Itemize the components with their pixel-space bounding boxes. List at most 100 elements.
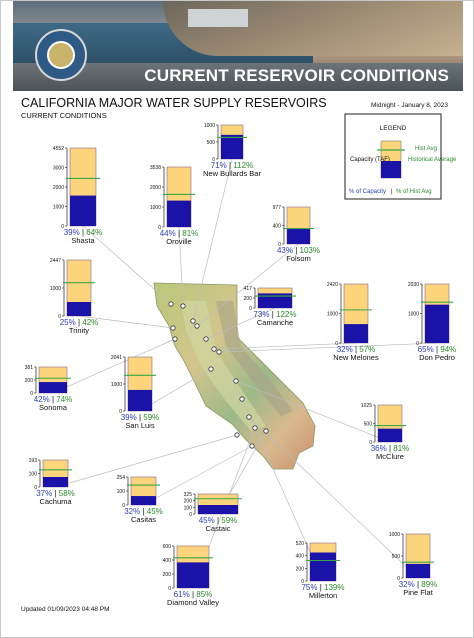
tick-label-don-pedro-0: 2030 [408,282,419,288]
storage-bar-mcclure [378,428,402,442]
storage-bar-casitas [131,496,156,505]
page-title: CALIFORNIA MAJOR WATER SUPPLY RESERVOIRS [21,96,327,110]
tick-label-castaic-2: 100 [184,505,193,511]
pct-separator-millerton: | [318,583,325,592]
map-marker-oroville [180,303,186,309]
pct-hist-avg-folsom: 103% [300,246,320,255]
storage-bar-diamond-valley [177,562,209,588]
tick-label-millerton-1: 400 [296,554,305,560]
pct-hist-avg-trinity: 42% [82,318,98,327]
pct-capacity-shasta: 39% [64,228,80,237]
legend-capacity: Capacity (TAF) [350,157,390,163]
tick-label-new-bullards-bar-0: 1000 [204,123,215,129]
percent-labels-mcclure: 36% | 81% [371,444,410,453]
reservoir-name-millerton: Millerton [309,591,337,600]
pct-separator-mcclure: | [387,444,394,453]
pct-hist-avg-mcclure: 81% [393,444,409,453]
reservoir-chart-new-melones: 2420 1000 032% | 57%New Melones [327,282,379,362]
reservoir-name-san-luis: San Luis [125,421,154,430]
map-marker-folsom [194,323,200,329]
leader-line-shasta [82,225,172,305]
reservoir-name-castaic: Castaic [205,524,230,533]
storage-bar-folsom [287,228,310,244]
tick-label-folsom-0: 977 [273,205,282,211]
map-marker-castaic [263,428,269,434]
tick-label-new-melones-2: 0 [335,341,338,347]
tick-label-trinity-2: 0 [58,314,61,320]
map-marker-diamond-valley [252,425,258,431]
tick-label-san-luis-0: 2041 [111,355,122,361]
tick-label-sonoma-1: 200 [25,378,34,384]
leader-line-new-melones [213,342,357,350]
pct-capacity-casitas: 32% [124,507,140,516]
percent-labels-new-melones: 32% | 57% [337,345,376,354]
map-marker-san-luis [208,366,214,372]
percent-labels-pine-flat: 32% | 89% [399,580,438,589]
storage-bar-oroville [167,200,191,227]
reservoir-chart-san-luis: 2041 1000 039% | 59%San Luis [111,355,159,430]
pct-separator-new-melones: | [353,345,360,354]
leader-line-folsom [196,243,299,327]
pct-capacity-diamond-valley: 61% [174,590,190,599]
pct-capacity-new-bullards-bar: 71% [211,161,227,170]
map-marker-cachuma [234,432,240,438]
storage-bar-new-melones [344,324,368,343]
leader-line-mcclure [235,380,391,443]
pct-separator-diamond-valley: | [190,590,197,599]
updated-timestamp: Updated 01/09/2023 04:48 PM [21,606,110,613]
storage-bar-cachuma [43,477,68,487]
tick-label-oroville-2: 1000 [150,205,161,211]
tick-label-casitas-2: 0 [122,503,125,509]
tick-label-san-luis-1: 1000 [111,382,122,388]
pct-hist-avg-millerton: 139% [324,583,344,592]
tick-label-don-pedro-2: 0 [416,341,419,347]
reservoir-chart-sonoma: 381 200 042% | 74%Sonoma [25,365,73,412]
leader-line-camanche [205,307,276,340]
percent-labels-folsom: 43% | 103% [277,246,320,255]
pct-hist-avg-casitas: 45% [147,507,163,516]
storage-bar-new-bullards-bar [221,134,243,159]
reservoir-chart-mcclure: 1025 500 036% | 81%McClure [361,403,409,461]
storage-bar-shasta [70,195,96,226]
pct-separator-shasta: | [80,228,87,237]
map-marker-casitas [249,443,255,449]
pct-capacity-oroville: 44% [160,229,176,238]
reservoir-name-camanche: Camanche [257,318,293,327]
tick-label-oroville-3: 0 [158,225,161,231]
legend-hist-avg: Hist Avg [415,146,437,152]
reservoir-name-shasta: Shasta [71,236,95,245]
tick-label-shasta-1: 3000 [53,166,64,172]
percent-labels-camanche: 73% | 122% [253,310,296,319]
legend-title: LEGEND [380,125,407,132]
reservoir-name-sonoma: Sonoma [39,403,68,412]
tick-label-mcclure-2: 0 [369,440,372,446]
pct-separator-camanche: | [270,310,277,319]
reservoir-name-pine-flat: Pine Flat [403,588,434,597]
reservoir-markers [168,301,269,449]
pct-separator-casitas: | [140,507,147,516]
percent-labels-castaic: 45% | 59% [199,516,238,525]
reservoir-name-mcclure: McClure [376,452,404,461]
tick-label-trinity-0: 2447 [50,258,61,264]
storage-bar-millerton [310,552,336,581]
tick-label-shasta-2: 2000 [53,185,64,191]
reservoir-chart-diamond-valley: 600 400 200 061% | 85%Diamond Valley [163,544,220,607]
reservoir-name-diamond-valley: Diamond Valley [167,598,219,607]
legend-separator: | [391,189,393,195]
leader-line-cachuma [55,434,238,488]
tick-label-camanche-2: 0 [249,306,252,312]
tick-label-casitas-0: 254 [117,475,126,481]
tick-label-new-bullards-bar-1: 500 [207,140,216,146]
tick-label-new-bullards-bar-2: 0 [212,157,215,163]
pct-separator-folsom: | [293,246,300,255]
pct-hist-avg-castaic: 59% [221,516,237,525]
map-marker-camanche [203,336,209,342]
map-marker-new-bullards-bar [190,318,196,324]
dwr-seal-icon [35,29,87,81]
percent-labels-cachuma: 37% | 58% [36,489,75,498]
reservoir-chart-trinity: 2447 1000 025% | 42%Trinity [50,258,98,335]
storage-bar-sonoma [39,382,67,393]
pct-capacity-trinity: 25% [60,318,76,327]
